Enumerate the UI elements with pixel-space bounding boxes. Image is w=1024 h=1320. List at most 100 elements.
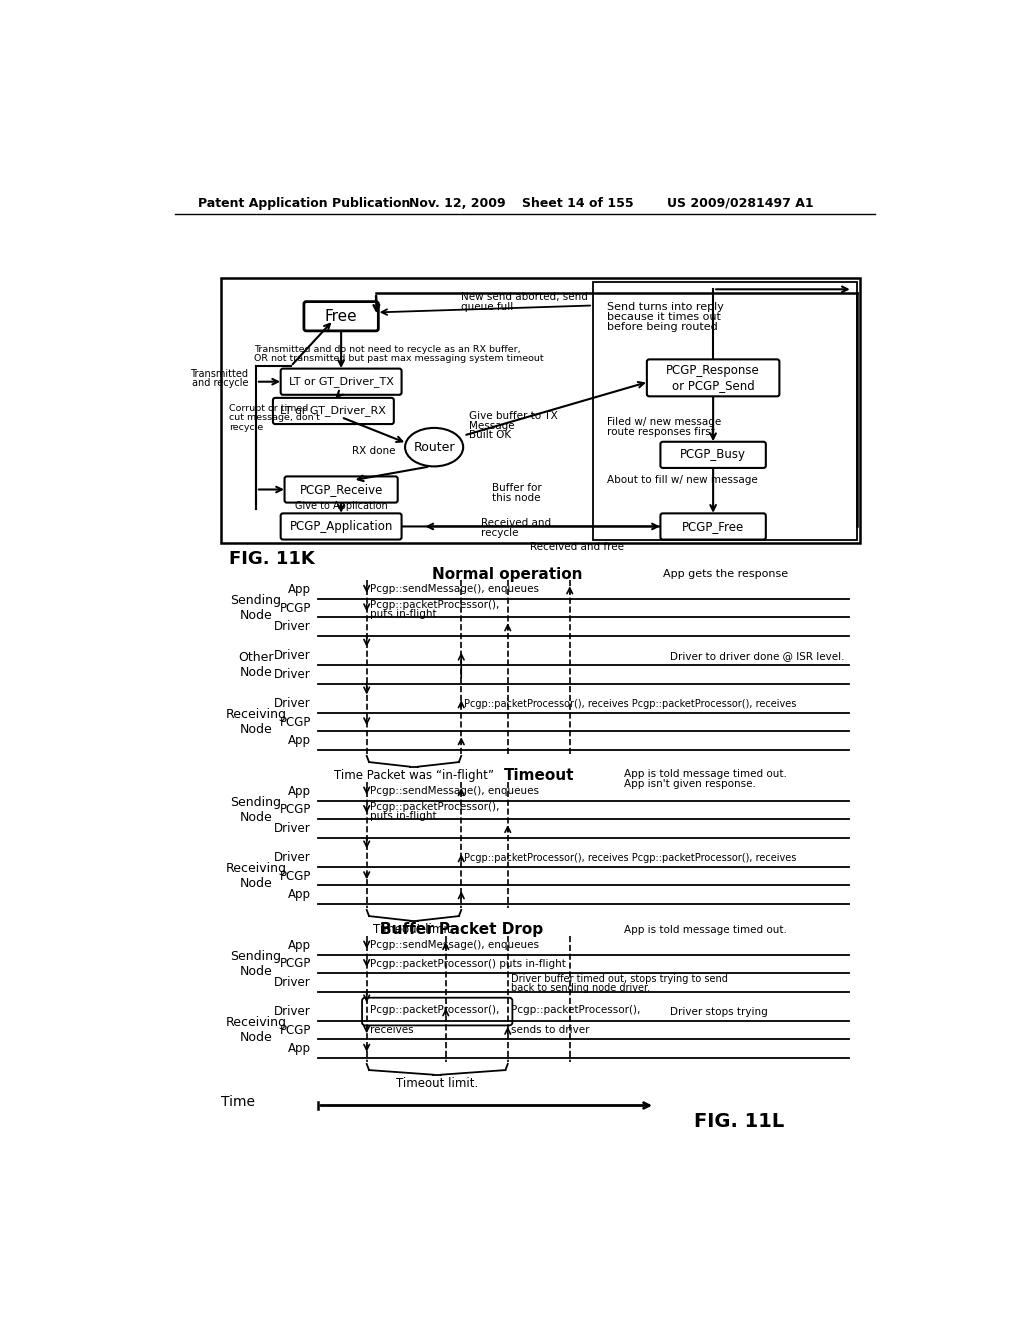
Text: Built OK: Built OK — [469, 430, 511, 440]
Text: Pcgp::packetProcessor(), receives Pcgp::packetProcessor(), receives: Pcgp::packetProcessor(), receives Pcgp::… — [464, 853, 797, 862]
Text: Driver: Driver — [274, 822, 311, 834]
Text: Pcgp::packetProcessor(),: Pcgp::packetProcessor(), — [370, 601, 499, 610]
Text: recycle: recycle — [480, 528, 518, 539]
Text: PCGP: PCGP — [280, 1023, 311, 1036]
FancyBboxPatch shape — [273, 397, 394, 424]
Text: before being routed: before being routed — [607, 322, 718, 333]
Text: Filed w/ new message: Filed w/ new message — [607, 417, 721, 426]
Text: and recycle: and recycle — [191, 379, 248, 388]
Text: Driver: Driver — [274, 668, 311, 681]
Text: OR not transmitted but past max messaging system timeout: OR not transmitted but past max messagin… — [254, 354, 544, 363]
Text: Transmitted: Transmitted — [190, 370, 248, 379]
Text: sends to driver: sends to driver — [511, 1026, 590, 1035]
Text: receives: receives — [370, 1026, 414, 1035]
Text: Time: Time — [221, 1096, 255, 1109]
Text: Timeout: Timeout — [504, 768, 574, 784]
Text: Sending
Node: Sending Node — [230, 796, 282, 824]
Text: PCGP_Receive: PCGP_Receive — [299, 483, 383, 496]
Text: Router: Router — [414, 441, 455, 454]
Text: Other
Node: Other Node — [239, 651, 273, 678]
Text: Receiving
Node: Receiving Node — [225, 862, 287, 890]
Text: Normal operation: Normal operation — [432, 566, 583, 582]
Text: Sending
Node: Sending Node — [230, 594, 282, 622]
Text: PCGP: PCGP — [280, 602, 311, 615]
Text: Send turns into reply: Send turns into reply — [607, 302, 724, 312]
Text: Driver: Driver — [274, 975, 311, 989]
Text: Pcgp::sendMessage(), enqueues: Pcgp::sendMessage(), enqueues — [370, 583, 539, 594]
Text: Timeout limit.: Timeout limit. — [396, 1077, 478, 1090]
Text: Sending
Node: Sending Node — [230, 950, 282, 978]
Text: Driver: Driver — [274, 620, 311, 634]
Bar — [221, 277, 860, 544]
Text: PCGP: PCGP — [280, 804, 311, 816]
Text: App: App — [288, 939, 311, 952]
Text: recycle: recycle — [228, 422, 263, 432]
Text: Driver: Driver — [274, 851, 311, 865]
Text: Pcgp::sendMessage(), enqueues: Pcgp::sendMessage(), enqueues — [370, 785, 539, 796]
Text: LT or GT_Driver_RX: LT or GT_Driver_RX — [281, 405, 386, 416]
Text: App: App — [288, 785, 311, 797]
Text: Nov. 12, 2009: Nov. 12, 2009 — [410, 197, 506, 210]
Text: App: App — [288, 888, 311, 902]
Text: Driver: Driver — [274, 649, 311, 663]
Text: App: App — [288, 583, 311, 597]
Text: US 2009/0281497 A1: US 2009/0281497 A1 — [667, 197, 813, 210]
Text: Pcgp::packetProcessor(), receives Pcgp::packetProcessor(), receives: Pcgp::packetProcessor(), receives Pcgp::… — [464, 698, 797, 709]
Text: Timeout limit.: Timeout limit. — [373, 924, 455, 936]
Text: because it times out: because it times out — [607, 312, 721, 322]
Text: New send aborted, send: New send aborted, send — [461, 292, 588, 302]
FancyBboxPatch shape — [281, 368, 401, 395]
Text: Receiving
Node: Receiving Node — [225, 1016, 287, 1044]
Text: PCGP: PCGP — [280, 870, 311, 883]
Text: Time Packet was “in-flight”: Time Packet was “in-flight” — [334, 770, 494, 783]
Text: PCGP_Busy: PCGP_Busy — [680, 449, 746, 462]
Text: PCGP_Free: PCGP_Free — [682, 520, 744, 533]
Text: App is told message timed out.: App is told message timed out. — [624, 770, 786, 779]
Text: Driver to driver done @ ISR level.: Driver to driver done @ ISR level. — [671, 651, 845, 661]
Text: Receiving
Node: Receiving Node — [225, 708, 287, 737]
Text: Received and: Received and — [480, 519, 551, 528]
Text: Pcgp::packetProcessor(),: Pcgp::packetProcessor(), — [370, 801, 499, 812]
Text: Give buffer to TX: Give buffer to TX — [469, 412, 558, 421]
Text: this node: this node — [493, 492, 541, 503]
Text: Received and free: Received and free — [530, 543, 625, 552]
Text: Pcgp::packetProcessor(),: Pcgp::packetProcessor(), — [511, 1005, 640, 1015]
Text: cut message, don't: cut message, don't — [228, 413, 319, 422]
Text: Message: Message — [469, 421, 515, 430]
Text: PCGP_Response
or PCGP_Send: PCGP_Response or PCGP_Send — [667, 364, 760, 392]
Text: Driver: Driver — [274, 1005, 311, 1018]
Text: Transmitted and do not need to recycle as an RX buffer,: Transmitted and do not need to recycle a… — [254, 345, 521, 354]
Text: LT or GT_Driver_TX: LT or GT_Driver_TX — [289, 376, 393, 387]
Text: App gets the response: App gets the response — [663, 569, 787, 579]
Text: Driver buffer timed out, stops trying to send: Driver buffer timed out, stops trying to… — [511, 974, 728, 985]
Text: back to sending node driver.: back to sending node driver. — [511, 983, 650, 994]
Text: PCGP_Application: PCGP_Application — [290, 520, 393, 533]
Text: PCGP: PCGP — [280, 957, 311, 970]
Bar — [593, 281, 856, 540]
FancyBboxPatch shape — [647, 359, 779, 396]
Text: Driver: Driver — [274, 697, 311, 710]
Text: FIG. 11L: FIG. 11L — [693, 1113, 784, 1131]
Text: Patent Application Publication: Patent Application Publication — [198, 197, 411, 210]
Text: App isn't given response.: App isn't given response. — [624, 779, 756, 789]
Text: route responses first: route responses first — [607, 426, 715, 437]
Text: Free: Free — [325, 309, 357, 323]
Text: Buffer for: Buffer for — [493, 483, 542, 492]
Text: RX done: RX done — [352, 446, 395, 455]
FancyBboxPatch shape — [304, 302, 378, 331]
Text: Corrupt or timed: Corrupt or timed — [228, 404, 308, 413]
FancyBboxPatch shape — [660, 442, 766, 469]
Text: About to fill w/ new message: About to fill w/ new message — [607, 475, 758, 486]
Text: Pcgp::packetProcessor() puts in-flight: Pcgp::packetProcessor() puts in-flight — [370, 958, 565, 969]
Text: App: App — [288, 1041, 311, 1055]
Text: App is told message timed out.: App is told message timed out. — [624, 925, 786, 935]
Text: puts in-flight: puts in-flight — [370, 610, 436, 619]
FancyBboxPatch shape — [285, 477, 397, 503]
Text: PCGP: PCGP — [280, 715, 311, 729]
Text: Buffer Packet Drop: Buffer Packet Drop — [380, 923, 543, 937]
Text: puts in-flight: puts in-flight — [370, 810, 436, 821]
Text: Give to Application: Give to Application — [295, 500, 387, 511]
Text: queue full: queue full — [461, 302, 513, 312]
Text: App: App — [288, 734, 311, 747]
Text: Pcgp::packetProcessor(),: Pcgp::packetProcessor(), — [370, 1005, 499, 1015]
